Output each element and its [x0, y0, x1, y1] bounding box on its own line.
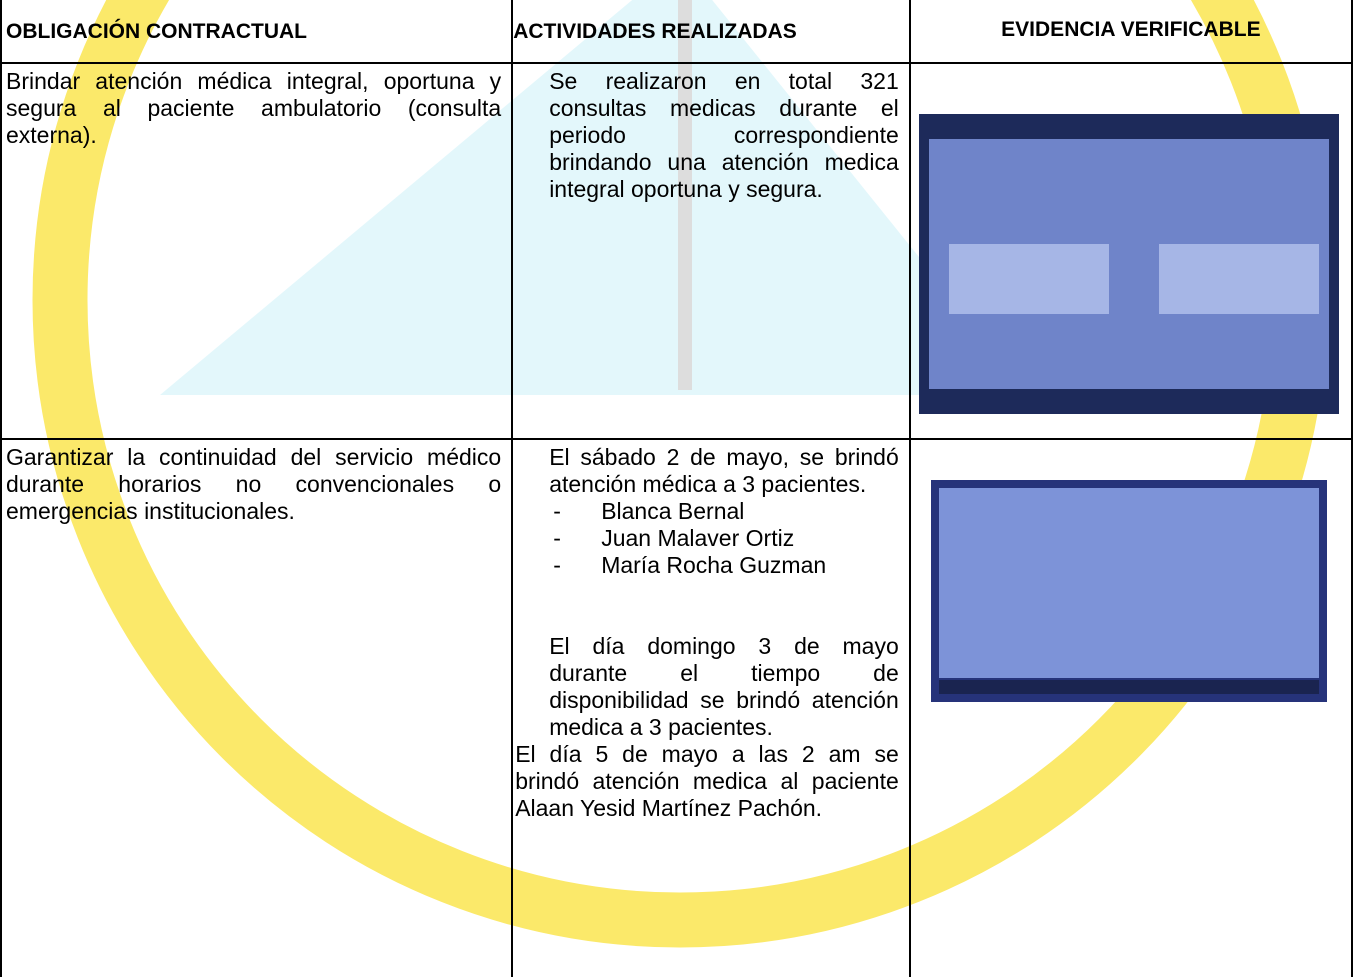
- activity: El sábado 2 de mayo, se brindó atención …: [549, 444, 899, 497]
- activities: El sábado 2 de mayo, se brindó atención …: [511, 438, 911, 977]
- activity: El día domingo 3 de mayo durante el tiem…: [549, 633, 899, 740]
- screenshot: [930, 480, 1327, 702]
- header: OBLIGACIÓN CONTRACTUAL: [0, 0, 514, 64]
- obligation: Garantizar la continuidad del servicio m…: [0, 438, 514, 977]
- evidence: [908, 62, 1353, 440]
- patient-item: - Blanca Bernal: [549, 498, 899, 525]
- activities: Se realizaron en total 321 consultas med…: [511, 62, 911, 440]
- bullet: -: [553, 552, 561, 578]
- row: Brindar atención médica integral, oportu…: [0, 62, 1353, 440]
- patient: Blanca Bernal: [601, 498, 745, 524]
- screenshot: [918, 114, 1339, 414]
- evidence: [908, 438, 1353, 977]
- header: EVIDENCIA VERIFICABLE: [908, 0, 1353, 64]
- patient: Juan Malaver Ortiz: [601, 525, 795, 551]
- bullet: -: [553, 498, 561, 524]
- patient: María Rocha Guzman: [601, 552, 827, 578]
- patient-item: - María Rocha Guzman: [549, 552, 899, 579]
- bullet: -: [553, 525, 561, 551]
- activity: El día 5 de mayo a las 2 am se brindó at…: [515, 741, 899, 821]
- obligation: Brindar atención médica integral, oportu…: [0, 62, 514, 440]
- activity: Se realizaron en total 321 consultas med…: [549, 68, 899, 202]
- row: Garantizar la continuidad del servicio m…: [0, 438, 1353, 977]
- header: ACTIVIDADES REALIZADAS: [511, 0, 911, 64]
- header-row: OBLIGACIÓN CONTRACTUAL ACTIVIDADES REALI…: [0, 0, 1353, 64]
- patient-item: - Juan Malaver Ortiz: [549, 525, 899, 552]
